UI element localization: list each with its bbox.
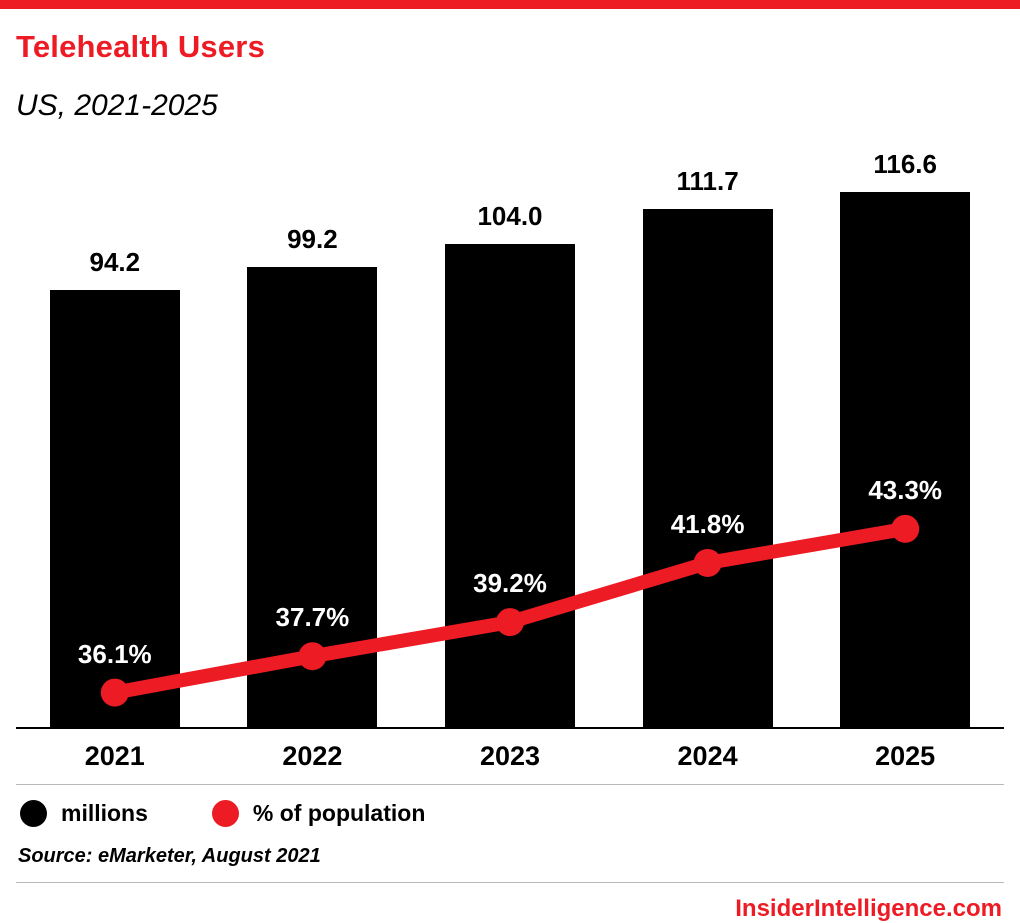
x-axis: 2021 2022 2023 2024 2025 — [16, 729, 1004, 784]
x-axis-label-2023: 2023 — [479, 741, 541, 771]
percent-label-2022: 37.7% — [275, 602, 350, 633]
x-axis-label-2022: 2022 — [282, 741, 343, 771]
legend-item-percent-of-population: % of population — [211, 800, 426, 827]
legend-label: millions — [61, 800, 148, 826]
percent-label-2025: 43.3% — [868, 474, 943, 505]
x-axis-label-2025: 2025 — [875, 741, 936, 771]
bar-value-label-2022: 99.2 — [287, 223, 338, 254]
bar-line-chart: 94.2 99.2 104.0 111.7 116.6 36.1% 37.7% 39.2% 41… — [16, 149, 1004, 784]
percent-label-2021: 36.1% — [77, 638, 152, 669]
source-note: Source: eMarketer, August 2021 — [18, 845, 321, 867]
x-axis-label-2021: 2021 — [84, 741, 145, 771]
bar-value-label-2024: 111.7 — [676, 165, 739, 196]
bar-column-2023: 104.0 — [411, 149, 609, 727]
bar-2023 — [444, 244, 575, 727]
legend-dot-millions — [20, 800, 47, 827]
bar-2025 — [840, 192, 971, 727]
bar-column-2024: 111.7 — [609, 149, 807, 727]
plot-area: 94.2 99.2 104.0 111.7 116.6 36.1% 37.7% 39.2% 41… — [16, 149, 1004, 729]
percent-label-2023: 39.2% — [473, 568, 547, 599]
bar-2024 — [642, 208, 773, 727]
legend-label: % of population — [252, 800, 426, 826]
percent-label-2024: 41.8% — [670, 508, 745, 539]
top-accent-bar — [0, 0, 1020, 9]
bar-column-2022: 99.2 — [214, 149, 412, 727]
chart-header: Telehealth Users US, 2021-2025 — [16, 29, 1004, 123]
bar-value-label-2023: 104.0 — [477, 201, 543, 232]
footer-link[interactable]: InsiderIntelligence.com — [735, 895, 1002, 922]
divider-above-footer — [16, 882, 1004, 883]
x-axis-label-2024: 2024 — [677, 741, 738, 771]
legend-item-millions: millions — [20, 800, 148, 827]
divider-above-legend — [16, 784, 1004, 785]
legend-dot-percent-of-population — [211, 800, 239, 827]
bar-value-label-2025: 116.6 — [873, 149, 937, 179]
chart-subtitle: US, 2021-2025 — [16, 89, 218, 122]
bar-2022 — [247, 266, 378, 727]
bar-value-label-2021: 94.2 — [89, 246, 141, 277]
chart-title: Telehealth Users — [16, 29, 266, 64]
chart-legend: millions % of population — [16, 785, 1004, 841]
bar-column-2025: 116.6 — [806, 149, 1004, 727]
